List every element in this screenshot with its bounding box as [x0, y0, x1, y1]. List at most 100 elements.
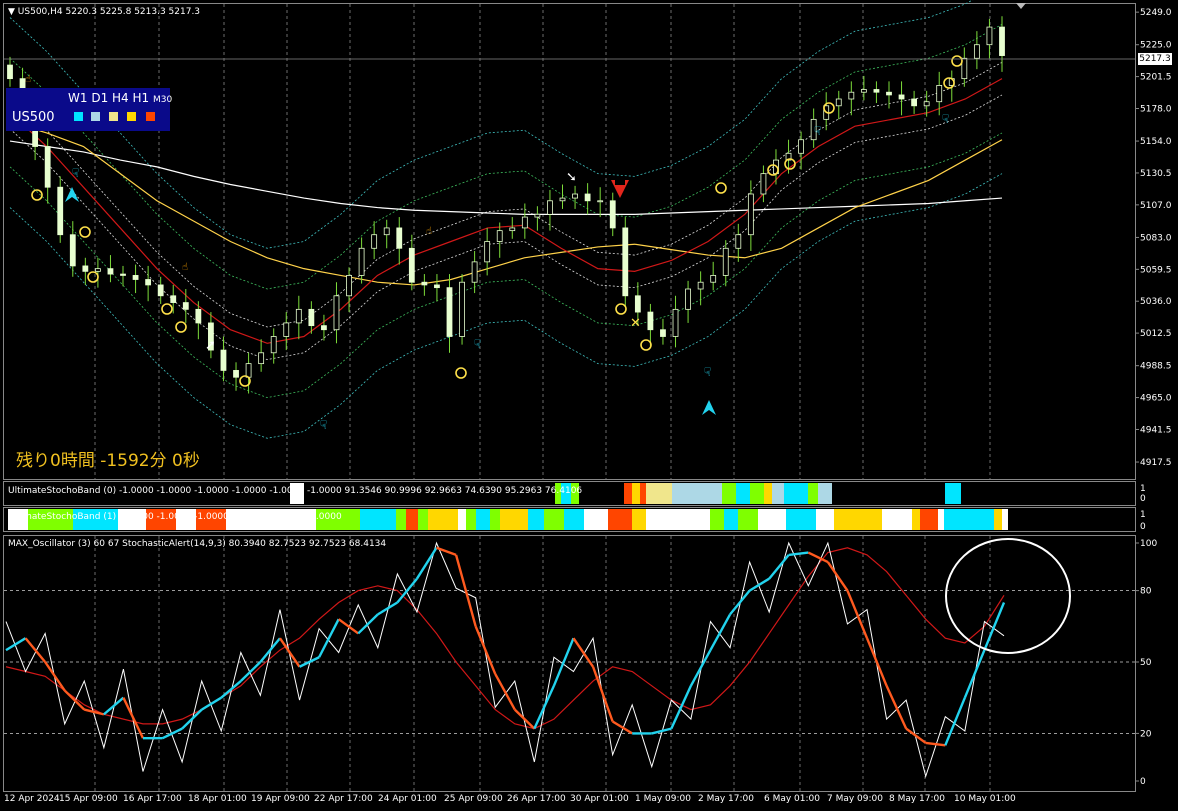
- x-tick-label: 19 Apr 09:00: [251, 794, 310, 804]
- candle-body: [798, 139, 804, 154]
- svg-text:0: 0: [1140, 494, 1146, 504]
- main-line-segment: [337, 618, 359, 635]
- band-block: [396, 509, 406, 530]
- mtf-square-m30: [146, 112, 155, 121]
- mtf-timeframes: W1 D1 H4 H1 M30: [68, 91, 172, 105]
- band-block: [882, 509, 912, 530]
- tf-m30[interactable]: M30: [153, 95, 173, 105]
- mtf-square-h4: [109, 112, 118, 121]
- band-block: [226, 509, 316, 530]
- x-tick-label: 30 Apr 01:00: [570, 794, 629, 804]
- main-line-segment: [239, 661, 262, 682]
- candle-body: [421, 281, 428, 286]
- tf-d1[interactable]: D1: [91, 91, 109, 105]
- y-tick-label: 5012.5: [1140, 329, 1172, 339]
- main-line-segment: [729, 589, 751, 616]
- scroll-arrow-icon[interactable]: [1016, 3, 1026, 9]
- main-line-segment: [5, 637, 27, 652]
- band-block: [722, 483, 736, 504]
- main-line-segment: [181, 708, 203, 730]
- band-block: [994, 509, 1002, 530]
- band-block: [786, 509, 816, 530]
- y-tick-label: 5130.5: [1140, 169, 1172, 179]
- band-block: [736, 483, 750, 504]
- main-line-segment: [846, 590, 869, 639]
- candle-body: [132, 275, 139, 280]
- main-line-segment: [963, 649, 986, 699]
- band-block: [544, 509, 564, 530]
- chart-title: ▼ US500,H4 5220.3 5225.8 5213.3 5217.3: [8, 7, 201, 17]
- signal-circle: [767, 164, 779, 176]
- band1-title: UltimateStochoBand (0) -1.0000 -1.0000 -…: [8, 486, 583, 496]
- hand-down-icon: ☟: [814, 124, 821, 138]
- main-line-segment: [807, 551, 829, 564]
- menu-triangle-icon[interactable]: ▼: [8, 7, 18, 17]
- y-tick-label: 4917.5: [1140, 458, 1172, 468]
- candle-body: [609, 200, 616, 229]
- band2-title: UltimateStochoBand (1) -1.0000 -1.0000 -…: [8, 512, 342, 522]
- candle-body: [208, 322, 214, 351]
- y-tick-label: 5154.0: [1140, 137, 1172, 147]
- orange-hand-icon: ☝: [182, 262, 188, 273]
- candle-body: [697, 281, 704, 290]
- orange-hand-icon: ☝: [25, 74, 31, 85]
- white-arrow-icon: ➘: [566, 170, 577, 185]
- main-line-segment: [591, 666, 614, 722]
- candle-body: [69, 234, 76, 267]
- envelope-band: [9, 132, 1003, 398]
- tf-w1[interactable]: W1: [68, 91, 88, 105]
- candle-body: [559, 197, 566, 202]
- band-block: [584, 509, 608, 530]
- band-block: [640, 483, 646, 504]
- candle-body: [923, 101, 930, 107]
- tf-h1[interactable]: H1: [132, 91, 150, 105]
- main-line-segment: [24, 637, 47, 663]
- candle-body: [898, 94, 905, 100]
- oscillator-lines: [5, 541, 1006, 779]
- candle-body: [521, 216, 528, 229]
- candle-body: [873, 89, 880, 93]
- envelope-bands: [9, 0, 1003, 439]
- candle-body: [936, 85, 943, 103]
- candle-body: [785, 152, 792, 161]
- band-block: [418, 509, 428, 530]
- envelope-band: [9, 62, 1003, 328]
- band-block: [28, 509, 73, 530]
- candle-body: [810, 118, 817, 141]
- band-block: [360, 509, 396, 530]
- main-line-segment: [612, 720, 633, 735]
- band-block: [490, 509, 500, 530]
- tf-h4[interactable]: H4: [112, 91, 129, 105]
- y-tick-label: 80: [1140, 587, 1152, 597]
- main-line-segment: [259, 637, 281, 663]
- main-line-segment: [162, 727, 183, 740]
- main-line-segment: [83, 708, 105, 716]
- signal-circle: [79, 226, 91, 238]
- x-mark-icon: ✕: [630, 316, 641, 331]
- main-line-segment: [436, 546, 457, 557]
- main-line-segment: [103, 696, 125, 716]
- band-block: [561, 483, 571, 504]
- hand-down-icon: ☟: [942, 112, 949, 126]
- price-axis: 5249.0 5225.0 5201.5 5178.0 5154.0 5130.5 5107…: [1135, 8, 1172, 468]
- x-tick-label: 25 Apr 09:00: [444, 794, 503, 804]
- annotation-circle: [945, 538, 1071, 654]
- y-tick-label: 5225.0: [1140, 41, 1172, 51]
- main-line-segment: [768, 554, 790, 580]
- x-tick-label: 18 Apr 01:00: [188, 794, 247, 804]
- candle-body: [999, 26, 1005, 56]
- ma-line: [9, 78, 1003, 344]
- main-line-segment: [983, 602, 1006, 651]
- candle-body: [396, 227, 403, 249]
- main-line-segment: [826, 561, 849, 592]
- band-block: [944, 509, 994, 530]
- signal-circle: [455, 367, 467, 379]
- band-block: [458, 509, 466, 530]
- band-block: [784, 483, 808, 504]
- main-line-segment: [201, 696, 222, 711]
- candle-body: [986, 26, 993, 46]
- main-line-segment: [905, 727, 927, 744]
- main-line-segment: [885, 685, 908, 730]
- band-block: [8, 509, 28, 530]
